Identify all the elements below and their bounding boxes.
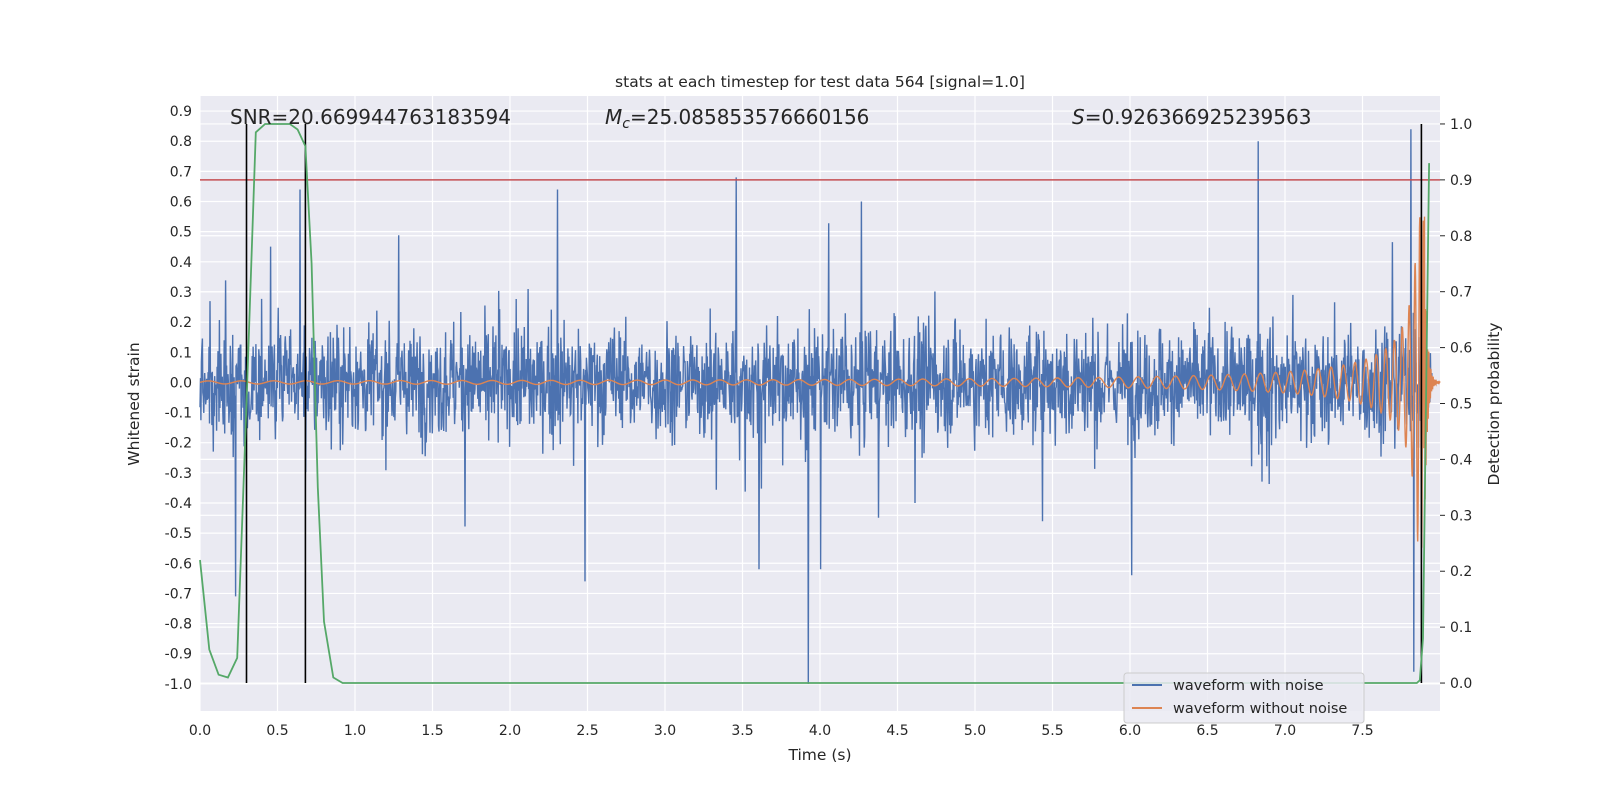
- detection-probability-line: [199, 123, 1430, 684]
- y-tick-label: 0.6: [170, 195, 192, 211]
- x-tick-label: 1.0: [344, 723, 366, 739]
- x-tick-label: 2.0: [499, 723, 521, 739]
- y-tick-label: -0.7: [165, 586, 192, 602]
- snr-annotation: SNR=20.669944763183594: [230, 105, 511, 129]
- y-tick-label: 0.4: [170, 255, 192, 271]
- series-layer: [199, 123, 1441, 684]
- x-tick-label: 1.5: [421, 723, 443, 739]
- y-tick-label: 0.7: [170, 164, 192, 180]
- x-tick-label: 7.0: [1274, 723, 1296, 739]
- y-tick-label: -1.0: [165, 677, 192, 693]
- y-tick-label: -0.5: [165, 526, 192, 542]
- right-tick-label: 0.2: [1450, 564, 1472, 580]
- x-tick-label: 5.0: [964, 723, 986, 739]
- right-tick-label: 0.7: [1450, 285, 1472, 301]
- y-tick-label: -0.4: [165, 496, 192, 512]
- chirp-mass-annotation: Mc=25.085853576660156: [605, 105, 869, 132]
- y-tick-label: -0.6: [165, 556, 192, 572]
- y-tick-label: 0.3: [170, 285, 192, 301]
- y-tick-label: 0.5: [170, 225, 192, 241]
- right-tick-label: 0.1: [1450, 620, 1472, 636]
- x-axis-label: Time (s): [787, 746, 851, 764]
- x-tick-label: 4.5: [886, 723, 908, 739]
- s-annotation: S=0.926366925239563: [1072, 105, 1311, 129]
- x-tick-labels: 0.0 0.5 1.0 1.5 2.0 2.5 3.0 3.5 4.0 4.5 5.0 5.5 6.0 6…: [189, 723, 1374, 739]
- x-tick-label: 0.5: [266, 723, 288, 739]
- right-axis-label: Detection probability: [1485, 323, 1503, 486]
- x-tick-label: 5.5: [1041, 723, 1063, 739]
- y-tick-label: 0.0: [170, 375, 192, 391]
- x-tick-label: 3.0: [654, 723, 676, 739]
- right-tick-label: 0.0: [1450, 676, 1472, 692]
- y-tick-label: -0.2: [165, 436, 192, 452]
- x-tick-label: 7.5: [1351, 723, 1373, 739]
- right-tick-label: 0.5: [1450, 397, 1472, 413]
- x-tick-label: 0.0: [189, 723, 211, 739]
- legend: waveform with noise waveform without noi…: [1123, 672, 1365, 724]
- y-axis-label: Whitened strain: [125, 342, 143, 465]
- y-tick-label: 0.2: [170, 315, 192, 331]
- y-tick-label: -0.8: [165, 617, 192, 633]
- right-tick-label: 0.8: [1450, 229, 1472, 245]
- x-tick-label: 3.5: [731, 723, 753, 739]
- x-tick-label: 6.5: [1196, 723, 1218, 739]
- y-tick-label: -0.9: [165, 647, 192, 663]
- right-tick-label: 0.3: [1450, 508, 1472, 524]
- right-tick-label: 0.6: [1450, 341, 1472, 357]
- waveform-without-noise-line: [199, 216, 1441, 548]
- x-tick-label: 2.5: [576, 723, 598, 739]
- waveform-with-noise-line: [199, 129, 1433, 684]
- x-tick-label: 6.0: [1119, 723, 1141, 739]
- right-tick-label: 1.0: [1450, 117, 1472, 133]
- y-tick-label: 0.1: [170, 345, 192, 361]
- y-tick-label: -0.3: [165, 466, 192, 482]
- y-tick-label: 0.9: [170, 104, 192, 120]
- legend-box: [1123, 672, 1365, 724]
- right-tick-label: 0.4: [1450, 452, 1472, 468]
- y-tick-labels: 0.9 0.8 0.7 0.6 0.5 0.4 0.3 0.2 0.1 0.0 -0.1 -0.2 -0…: [165, 104, 192, 693]
- legend-label-clean: waveform without noise: [1173, 701, 1347, 717]
- right-tick-labels: 1.0 0.9 0.8 0.7 0.6 0.5 0.4 0.3 0.2 0.1 0.0: [1450, 117, 1472, 692]
- x-tick-label: 4.0: [809, 723, 831, 739]
- legend-label-noise: waveform with noise: [1173, 678, 1324, 694]
- y-tick-label: -0.1: [165, 406, 192, 422]
- y-tick-label: 0.8: [170, 134, 192, 150]
- right-tick-label: 0.9: [1450, 173, 1472, 189]
- chart-title: stats at each timestep for test data 564…: [615, 73, 1025, 91]
